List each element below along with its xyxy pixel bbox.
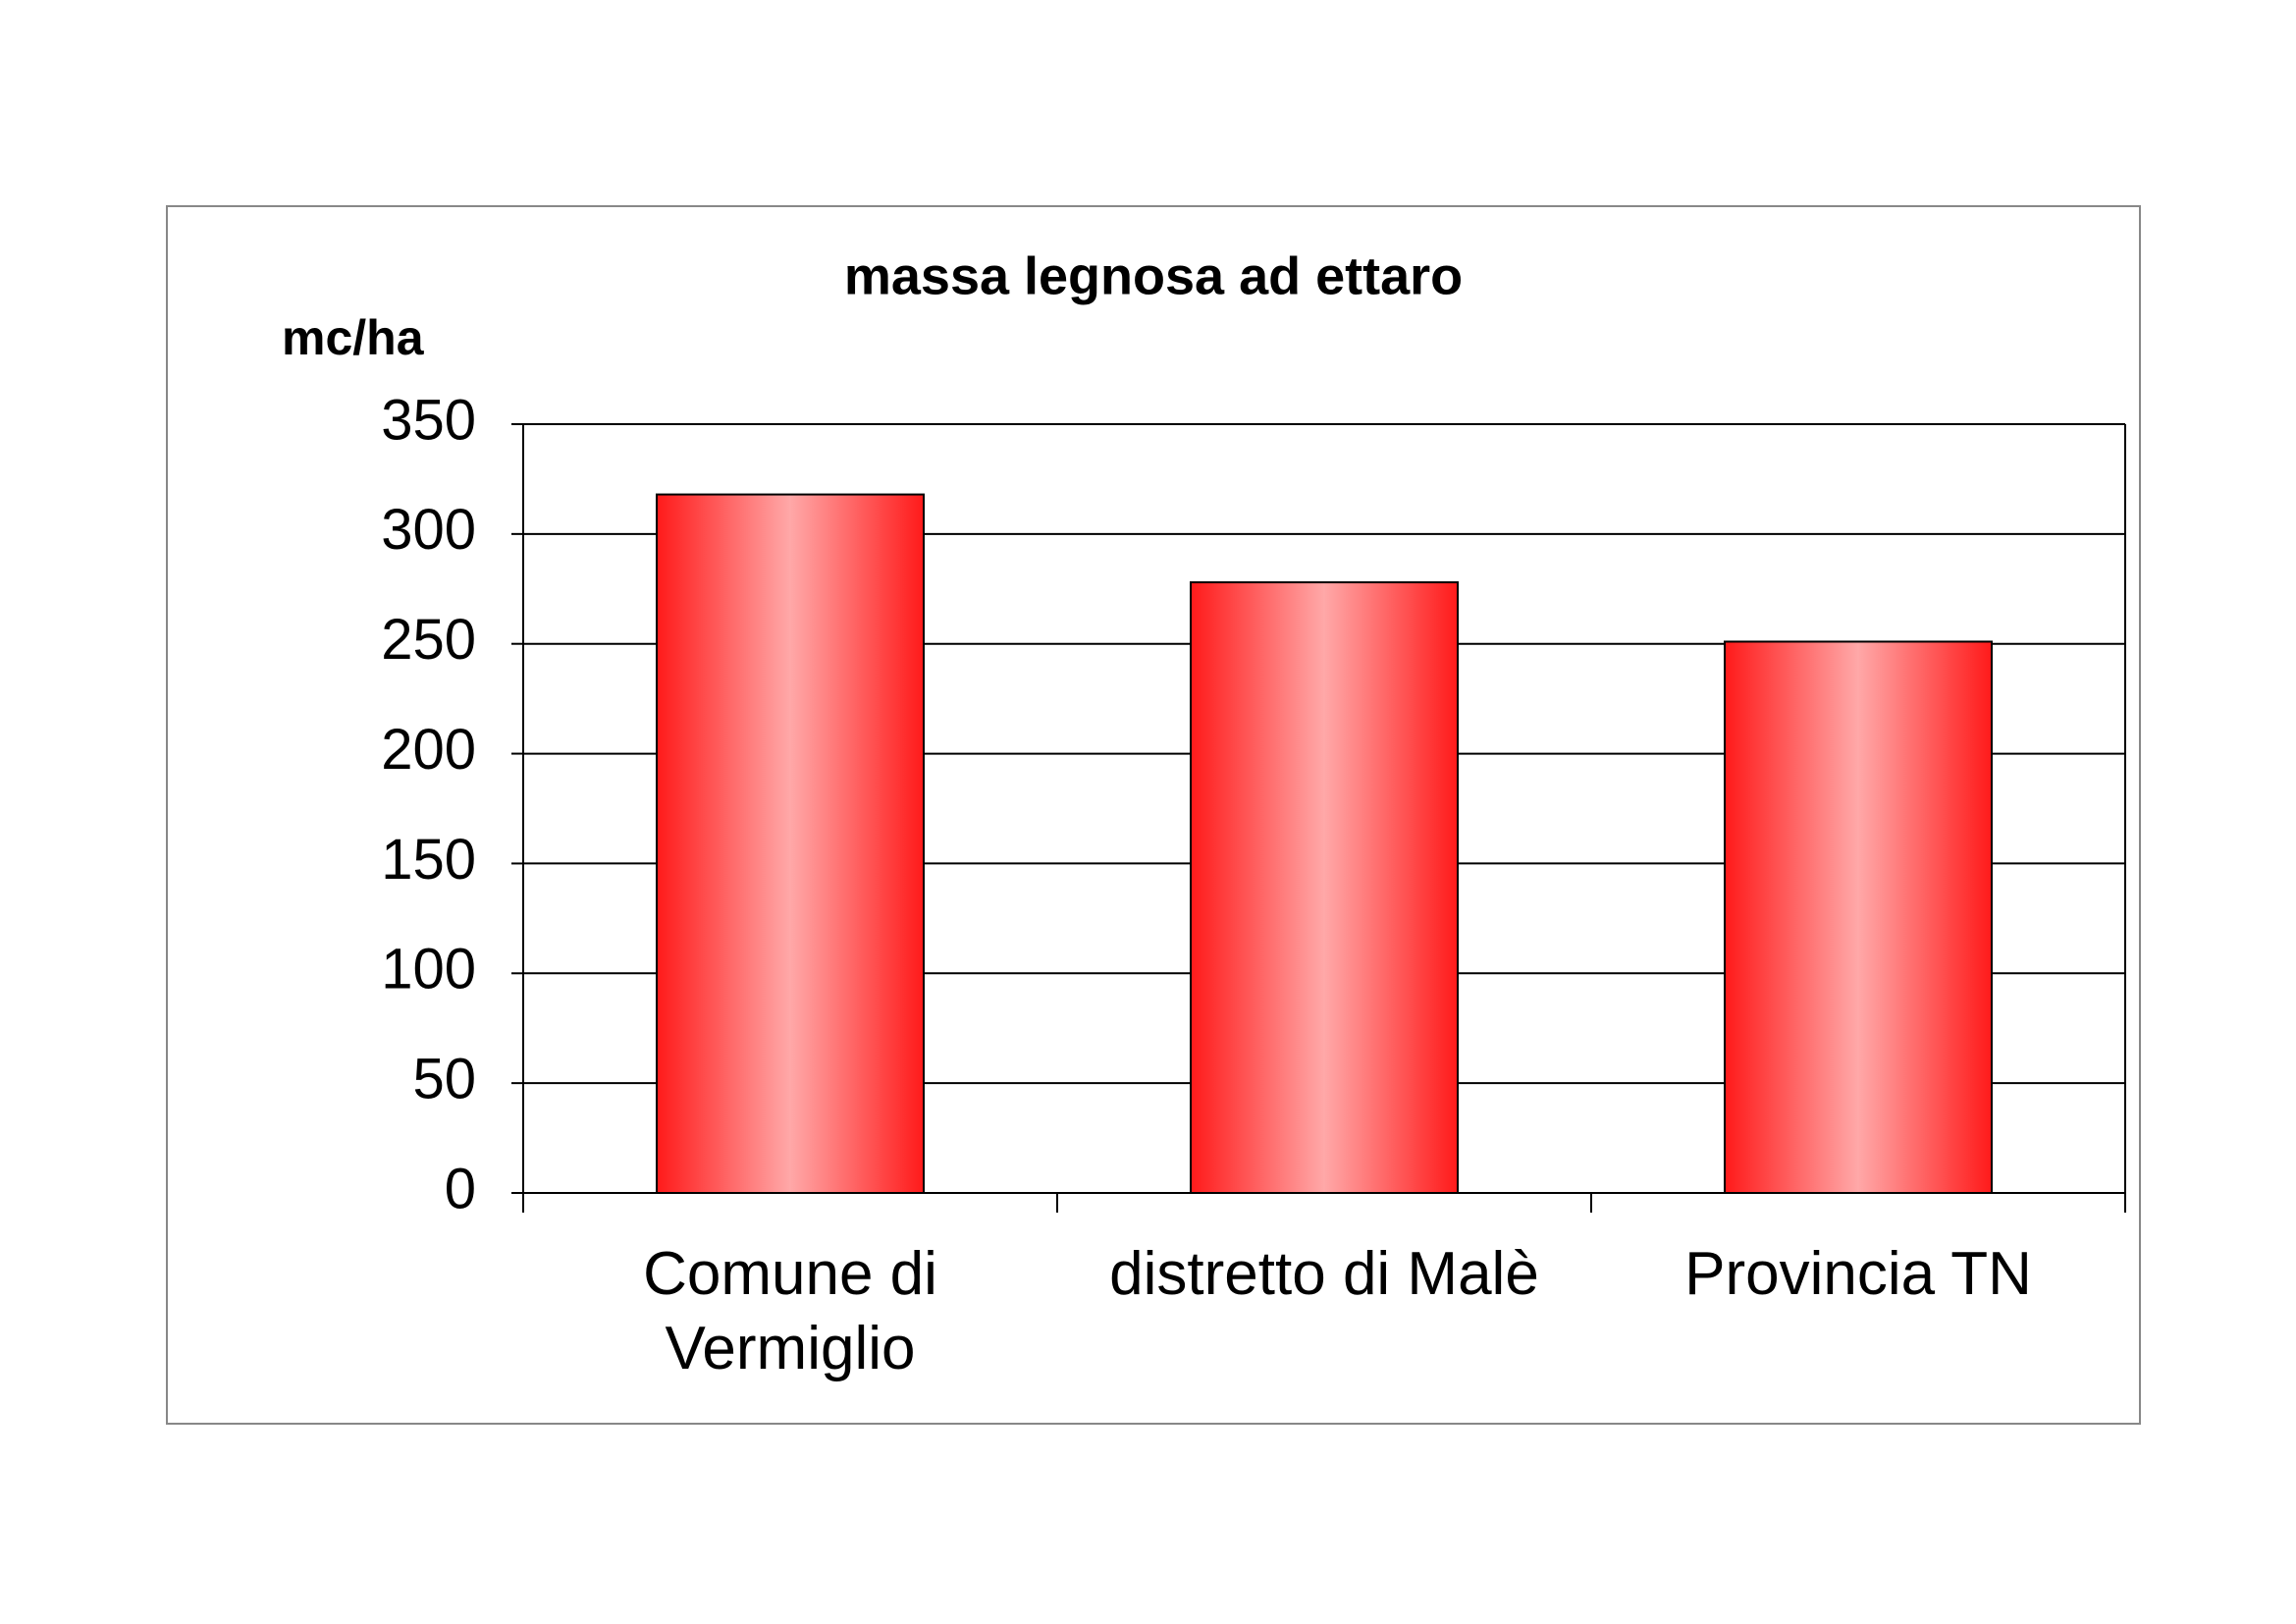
y-tick-label: 0 <box>445 1157 476 1220</box>
bar <box>1190 581 1459 1194</box>
y-tick-label: 150 <box>381 828 476 892</box>
y-tick-label: 100 <box>381 938 476 1001</box>
bar <box>1724 640 1993 1194</box>
y-tick-label: 50 <box>412 1047 476 1110</box>
x-tick-label: Comune di Vermiglio <box>643 1240 937 1382</box>
y-tick-label: 300 <box>381 498 476 562</box>
y-axis-label: mc/ha <box>282 310 425 365</box>
y-tick-label: 200 <box>381 718 476 782</box>
chart-title: massa legnosa ad ettaro <box>844 246 1463 305</box>
x-tick-label: distretto di Malè <box>1109 1240 1539 1308</box>
y-tick-label: 350 <box>381 388 476 452</box>
chart-frame <box>166 205 2141 1425</box>
y-tick-label: 250 <box>381 608 476 672</box>
bar <box>656 493 925 1194</box>
x-tick-label: Provincia TN <box>1684 1240 2032 1308</box>
